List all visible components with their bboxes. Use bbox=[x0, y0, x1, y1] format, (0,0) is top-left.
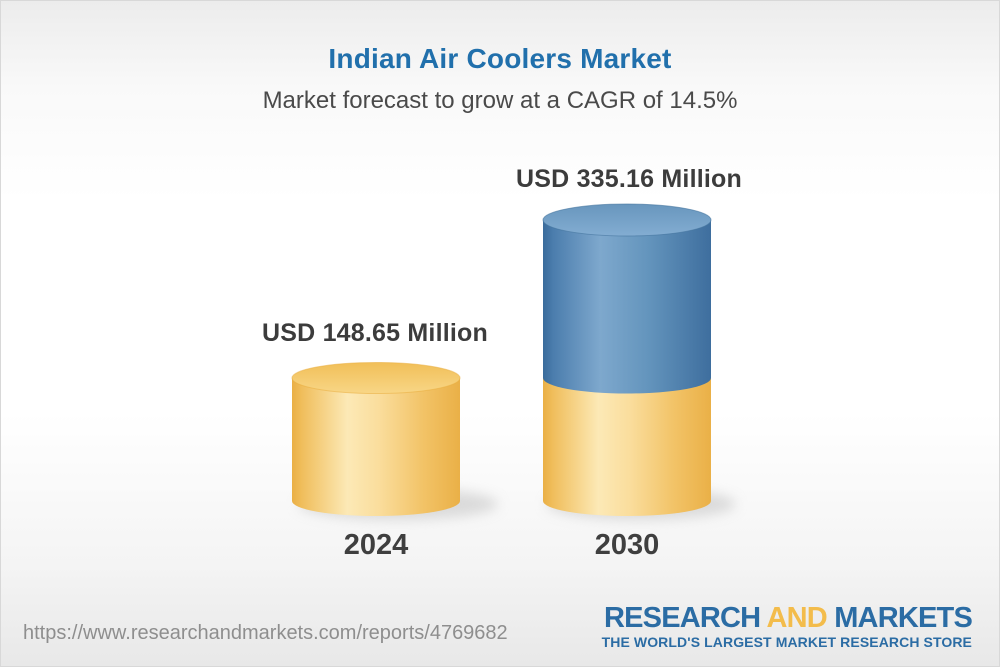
cylinder-2024-body bbox=[292, 378, 460, 516]
cylinder-2030-base-segment bbox=[543, 378, 711, 516]
category-label-2030: 2030 bbox=[594, 529, 660, 561]
cylinder-2030-top bbox=[542, 203, 712, 237]
cylinder-2024-top bbox=[291, 362, 461, 394]
value-label-2024: USD 148.65 Million bbox=[262, 319, 488, 347]
report-url: https://www.researchandmarkets.com/repor… bbox=[23, 622, 508, 644]
logo-tagline: THE WORLD'S LARGEST MARKET RESEARCH STOR… bbox=[601, 634, 972, 650]
cylinder-2024 bbox=[291, 362, 461, 516]
cylinder-2030 bbox=[542, 203, 712, 516]
logo-word-markets: MARKETS bbox=[834, 602, 973, 634]
logo-wordmark: RESEARCH AND MARKETS bbox=[602, 602, 973, 634]
logo-word-and: AND bbox=[766, 602, 828, 634]
cylinder-2030-growth-segment bbox=[543, 220, 711, 394]
logo-word-research: RESEARCH bbox=[603, 602, 761, 634]
chart-title: Indian Air Coolers Market bbox=[328, 43, 672, 74]
category-label-2024: 2024 bbox=[343, 529, 409, 561]
research-and-markets-logo: RESEARCH AND MARKETS THE WORLD'S LARGEST… bbox=[601, 602, 973, 650]
chart-subtitle: Market forecast to grow at a CAGR of 14.… bbox=[262, 87, 738, 114]
value-label-2030: USD 335.16 Million bbox=[516, 165, 742, 193]
